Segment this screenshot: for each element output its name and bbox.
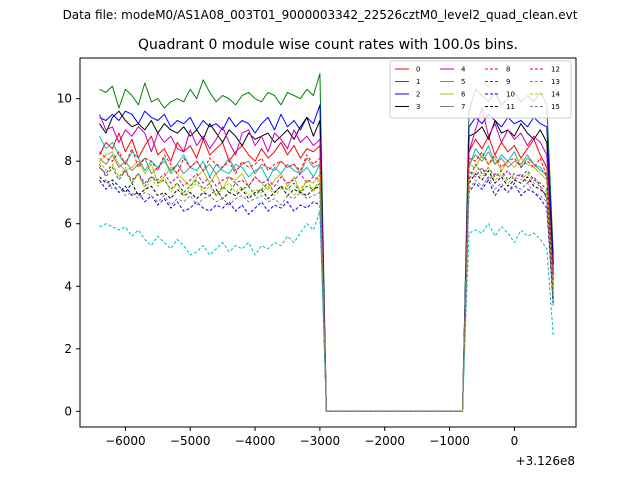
legend-box [389, 60, 572, 119]
legend-label-11: 11 [506, 103, 515, 111]
y-tick-label: 0 [64, 404, 72, 418]
x-tick-label: −2000 [364, 434, 405, 448]
x-tick-label: −3000 [300, 434, 341, 448]
series-line-1 [99, 73, 554, 412]
legend-label-14: 14 [551, 91, 560, 99]
y-tick-label: 4 [64, 279, 72, 293]
series-line-12 [99, 163, 554, 412]
series-line-15 [99, 176, 554, 412]
series-line-9 [99, 163, 554, 412]
legend-label-10: 10 [506, 91, 515, 99]
legend-label-7: 7 [461, 103, 465, 111]
series-line-4 [99, 107, 554, 412]
legend-label-12: 12 [551, 66, 560, 74]
axis-ticks: −6000 −5000 −4000 −3000 −2000 −1000 0 0 2 4 6 8 10 [57, 92, 519, 448]
x-tick-label: −4000 [235, 434, 276, 448]
plot-area [79, 57, 577, 428]
legend-label-13: 13 [551, 78, 560, 86]
y-tick-label: 10 [57, 92, 72, 106]
x-tick-label: −5000 [170, 434, 211, 448]
series-line-10 [99, 179, 554, 412]
axes-frame [79, 57, 577, 428]
series-line-6 [99, 151, 554, 412]
series-line-5 [99, 135, 554, 412]
series-line-13 [99, 210, 554, 412]
figure-suptitle: Data file: modeM0/AS1A08_003T01_90000033… [62, 8, 578, 22]
x-tick-label: −6000 [105, 434, 146, 448]
legend-label-1: 1 [416, 78, 420, 86]
y-tick-label: 2 [64, 342, 72, 356]
y-tick-label: 8 [64, 154, 72, 168]
legend-label-15: 15 [551, 103, 560, 111]
legend-label-2: 2 [416, 91, 420, 99]
legend-label-4: 4 [461, 66, 466, 74]
x-tick-label: −1000 [429, 434, 470, 448]
legend-label-5: 5 [461, 78, 465, 86]
chart-title: Quadrant 0 module wise count rates with … [138, 37, 518, 53]
series-line-14 [99, 160, 554, 412]
series-line-11 [99, 170, 554, 412]
x-offset-label: +3.126e8 [516, 454, 575, 468]
y-tick-label: 6 [64, 217, 72, 231]
legend-label-0: 0 [416, 66, 420, 74]
x-tick-label: 0 [511, 434, 519, 448]
legend-label-9: 9 [506, 78, 510, 86]
series-line-8 [99, 148, 554, 412]
legend-label-8: 8 [506, 66, 510, 74]
series-line-7 [99, 151, 554, 412]
legend-label-6: 6 [461, 91, 466, 99]
legend-label-3: 3 [416, 103, 420, 111]
